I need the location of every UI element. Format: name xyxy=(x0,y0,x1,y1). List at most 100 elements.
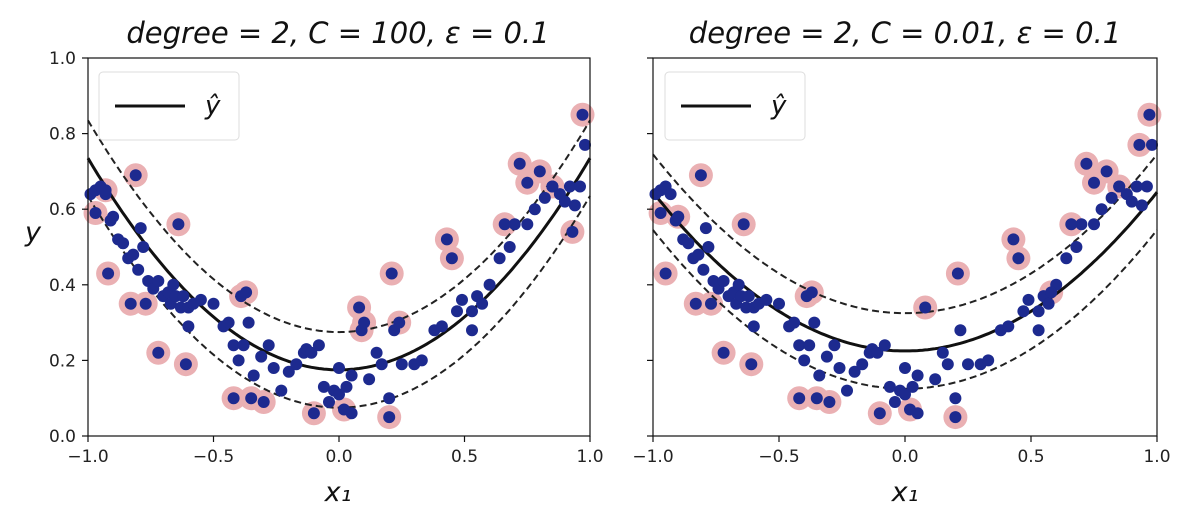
data-point xyxy=(237,339,250,352)
y-tick-label: 1.0 xyxy=(49,49,76,69)
data-point xyxy=(906,380,919,393)
data-point xyxy=(1135,199,1148,212)
support-vector-point xyxy=(257,396,270,408)
data-point xyxy=(415,354,428,367)
y-tick-label: 0.2 xyxy=(49,351,76,371)
data-point xyxy=(207,297,220,310)
support-vector-halos xyxy=(83,102,595,430)
support-vector-point xyxy=(445,252,458,265)
data-point xyxy=(152,275,165,287)
support-vector-point xyxy=(1113,180,1126,193)
data-point xyxy=(788,316,801,329)
data-point xyxy=(848,365,861,378)
support-vector-point xyxy=(1007,233,1020,246)
data-point xyxy=(747,320,760,333)
data-point xyxy=(558,195,571,208)
support-vector-point xyxy=(672,210,685,223)
data-point xyxy=(227,339,240,352)
data-point xyxy=(451,305,463,318)
legend-label-prediction: ŷ xyxy=(770,91,787,121)
support-vector-point xyxy=(440,233,453,246)
data-point xyxy=(878,339,891,352)
data-point xyxy=(1105,191,1118,204)
data-point xyxy=(345,369,358,382)
support-vector-point xyxy=(689,297,702,310)
support-vector-point xyxy=(533,165,546,178)
data-point xyxy=(1022,293,1035,306)
data-point xyxy=(137,241,150,253)
support-vector-point xyxy=(124,297,137,310)
support-vector-point xyxy=(576,108,589,121)
support-vector-point xyxy=(1045,286,1058,299)
data-point xyxy=(107,210,120,223)
support-vector-point xyxy=(566,225,579,238)
data-point xyxy=(911,369,924,382)
data-point xyxy=(232,354,245,367)
y-tick-label: 0.6 xyxy=(49,200,76,220)
data-point xyxy=(1075,218,1088,231)
data-point xyxy=(793,339,806,352)
data-point xyxy=(134,222,147,235)
x-tick-label: 0.5 xyxy=(1017,447,1044,467)
data-point xyxy=(132,263,145,276)
upper-margin-line xyxy=(652,153,1158,315)
support-vector-point xyxy=(179,358,192,371)
data-point xyxy=(508,218,521,231)
data-point xyxy=(899,388,911,401)
data-point xyxy=(820,350,833,363)
data-point xyxy=(692,248,705,261)
support-vector-point xyxy=(89,207,102,219)
x-tick-label: 0.0 xyxy=(891,447,918,467)
support-vector-point xyxy=(694,169,707,182)
data-point xyxy=(466,305,478,318)
data-point xyxy=(117,237,130,250)
data-point xyxy=(717,275,730,287)
legend: ŷ xyxy=(664,71,806,141)
x-tick-label: 0.5 xyxy=(451,447,478,467)
data-point xyxy=(317,380,330,393)
data-point xyxy=(888,396,901,408)
axis-ticks: −1.0 −0.5 0.0 0.5 1.0 xyxy=(632,57,1171,467)
support-vector-point xyxy=(498,218,511,231)
x-tick-label: 1.0 xyxy=(1143,447,1170,467)
data-point xyxy=(1140,180,1153,193)
legend-label-prediction: ŷ xyxy=(204,91,221,121)
support-vector-point xyxy=(546,180,559,193)
data-point xyxy=(773,297,785,310)
support-vector-point xyxy=(737,218,750,231)
data-point xyxy=(370,346,383,359)
data-point xyxy=(841,384,853,397)
data-point xyxy=(194,293,207,306)
data-point xyxy=(476,297,489,310)
support-vector-point xyxy=(810,392,823,405)
data-point xyxy=(493,252,506,265)
x-tick-label: −1.0 xyxy=(632,447,673,467)
support-vector-point xyxy=(717,346,730,359)
data-point xyxy=(699,222,712,235)
support-vector-point xyxy=(1065,218,1078,231)
data-point xyxy=(936,346,949,359)
data-point xyxy=(563,180,576,193)
data-point xyxy=(290,358,303,371)
support-vector-point xyxy=(338,403,350,416)
data-point xyxy=(247,369,260,382)
support-vector-point xyxy=(227,392,240,405)
data-point xyxy=(375,358,388,371)
data-point xyxy=(954,324,967,337)
support-vector-point xyxy=(172,218,185,231)
support-vector-point xyxy=(793,392,806,405)
data-point xyxy=(856,358,869,371)
data-point xyxy=(1088,218,1100,231)
support-vector-point xyxy=(393,316,406,329)
support-vector-point xyxy=(904,403,916,416)
upper-margin-line xyxy=(87,119,591,334)
data-point xyxy=(949,392,962,405)
data-point xyxy=(1017,305,1030,318)
data-point xyxy=(760,293,773,306)
data-point xyxy=(742,290,755,303)
data-point xyxy=(521,218,534,231)
support-vector-point xyxy=(1100,165,1113,178)
data-point xyxy=(798,354,811,367)
data-point xyxy=(962,358,974,371)
data-point xyxy=(883,380,896,393)
